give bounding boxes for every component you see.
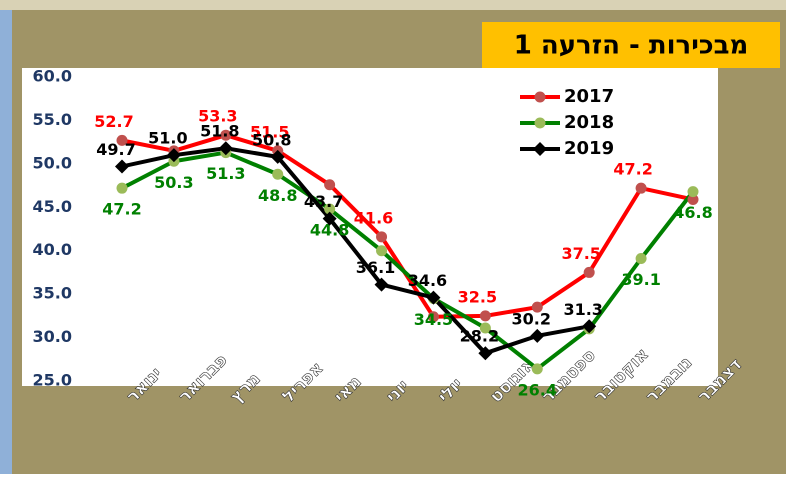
data-label: 31.3 [563,300,602,319]
marker [582,319,597,334]
marker [324,179,336,191]
data-label: 50.3 [154,173,193,192]
data-label: 50.8 [252,130,291,149]
legend-marker [534,91,546,103]
marker [324,203,336,215]
marker [427,311,439,323]
data-label: 49.7 [96,140,135,159]
marker [376,245,388,257]
y-tick-label: 30.0 [33,327,72,346]
marker [583,266,595,278]
legend-label: 2019 [564,138,614,159]
legend-label: 2017 [564,86,614,107]
data-label: 47.2 [102,200,141,219]
data-label: 51.0 [148,129,187,148]
marker [270,149,285,164]
title-box [482,22,780,68]
data-label: 36.1 [356,258,395,277]
marker [635,182,647,194]
data-label: 43.7 [304,192,343,211]
marker [218,141,233,156]
legend-label: 2018 [564,112,614,133]
marker [116,182,128,194]
data-label: 30.2 [512,309,551,328]
chart-title: מבכירות - הזרעה 1 [514,31,749,61]
data-label: 51.3 [206,164,245,183]
marker [115,159,129,174]
data-label: 34.5 [414,310,453,329]
marker [531,301,543,313]
top-border [0,0,786,10]
marker [478,346,493,361]
data-label: 52.7 [94,112,133,131]
marker [272,168,284,180]
left-strip [0,10,12,474]
y-tick-label: 25.0 [33,371,72,390]
data-label: 34.6 [408,271,447,290]
marker [322,211,337,226]
marker [220,129,232,141]
y-tick-label: 60.0 [33,67,72,86]
y-tick-label: 55.0 [33,110,72,129]
data-label: 44.8 [310,221,349,240]
marker [687,193,699,205]
legend-marker [533,142,547,156]
series-line [121,150,695,371]
data-label: 51.5 [250,122,289,141]
marker [479,322,491,334]
data-label: 53.3 [198,107,237,126]
y-tick-label: 45.0 [33,197,72,216]
data-label: 51.8 [200,122,239,141]
y-tick-label: 50.0 [33,153,72,172]
data-label: 46.8 [673,203,712,222]
data-label: 32.5 [458,287,497,306]
data-label: 48.8 [258,186,297,205]
y-tick-label: 35.0 [33,284,72,303]
marker [426,290,441,305]
data-label: 41.6 [354,208,393,227]
y-tick-label: 40.0 [33,240,72,259]
data-label: 47.2 [613,160,652,179]
series-line [121,146,590,356]
marker [687,186,699,198]
data-label: 26.4 [518,380,557,399]
marker [376,231,388,243]
marker [530,328,545,343]
legend-marker [534,117,546,129]
data-label: 28.2 [460,327,499,346]
marker [635,253,647,265]
marker [479,310,491,322]
marker [166,148,181,163]
marker [531,363,543,375]
marker [374,277,389,292]
marker [116,134,128,146]
data-label: 37.5 [561,244,600,263]
data-label: 39.1 [621,270,660,289]
